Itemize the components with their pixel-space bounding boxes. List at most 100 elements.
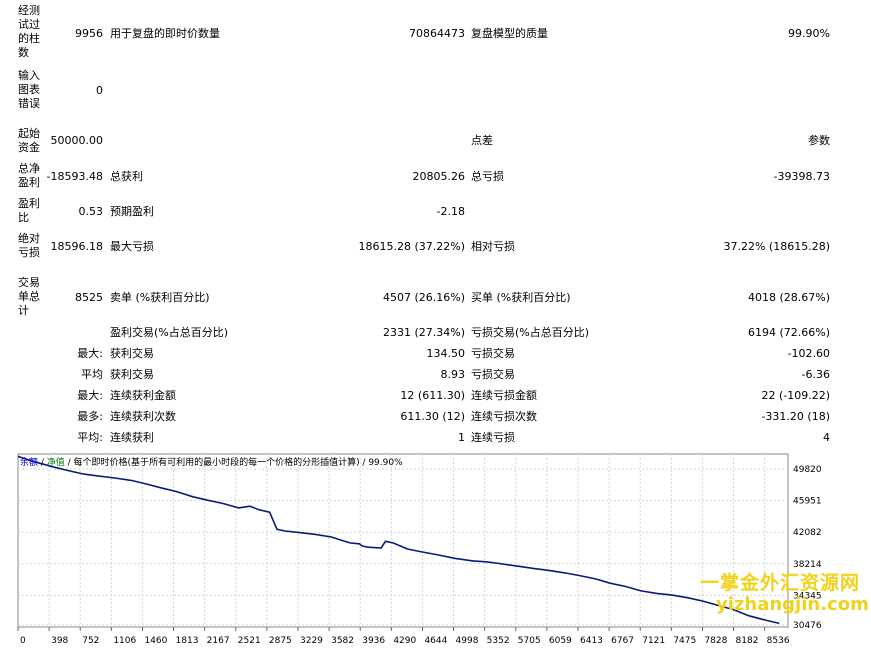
max-consec-losses-label: 连续亏损金额 [471, 389, 537, 402]
max-consec-losses-value: 22 (-109.22) [761, 389, 830, 402]
x-tick-label: 5705 [518, 636, 541, 646]
absolute-drawdown-label: 绝对亏损 [18, 232, 40, 259]
loss-trades-value: 6194 (72.66%) [747, 326, 830, 339]
quality-value: 99.90% [788, 27, 830, 40]
chart-svg: 0 398 752 1106 1460 1813 2167 2521 2875 3229 3582 3… [17, 453, 822, 646]
x-tick-label: 8182 [736, 636, 759, 646]
gross-profit-label: 总获利 [110, 170, 143, 183]
total-trades-value: 8525 [75, 291, 103, 304]
short-trades-value: 4507 (26.16%) [382, 291, 465, 304]
plot-area [17, 453, 789, 628]
x-tick-label: 2167 [207, 636, 230, 646]
expected-payoff-value: -2.18 [436, 205, 465, 218]
gross-loss-value: -39398.73 [773, 170, 830, 183]
x-tick-label: 7828 [704, 636, 727, 646]
x-tick-label: 1813 [176, 636, 199, 646]
long-trades-label: 买单 (%获利百分比) [471, 291, 571, 304]
long-trades-value: 4018 (28.67%) [747, 291, 830, 304]
x-tick-label: 752 [82, 636, 99, 646]
average-profit-label: 获利交易 [110, 368, 154, 381]
profit-trades-value: 2331 (27.34%) [382, 326, 465, 339]
x-tick-label: 5352 [487, 636, 510, 646]
profit-factor-label: 盈利比 [18, 197, 40, 224]
loss-trades-label: 亏损交易(%占总百分比) [471, 326, 590, 339]
spread-label: 点差 [471, 134, 493, 147]
y-tick-label: 30476 [793, 621, 822, 631]
x-tick-label: 3936 [362, 636, 385, 646]
chart-legend: 余额 / 净值 / 每个即时价格(基于所有可利用的最小时段的每一个价格的分形插值… [20, 455, 403, 468]
ticks-label: 用于复盘的即时价数量 [110, 27, 220, 40]
y-tick-label: 38214 [793, 560, 822, 570]
errors-value: 0 [96, 84, 103, 97]
profit-trades-label: 盈利交易(%占总百分比) [110, 326, 229, 339]
legend-balance: 余额 [20, 458, 39, 468]
balance-series-line [17, 455, 780, 625]
spread-value: 参数 [808, 134, 830, 147]
x-tick-label: 6413 [580, 636, 603, 646]
x-tick-label: 4290 [393, 636, 416, 646]
average-profit-value: 8.93 [440, 368, 466, 381]
x-tick-label: 398 [51, 636, 68, 646]
x-tick-label: 3582 [331, 636, 354, 646]
short-trades-label: 卖单 (%获利百分比) [110, 291, 210, 304]
max-consec-wins-value: 12 (611.30) [400, 389, 465, 402]
watermark-url: yizhangjin.com [716, 594, 869, 615]
watermark-text: 一掌金外汇资源网 [700, 572, 861, 594]
bars-label: 经测试过的柱数 [18, 4, 40, 59]
x-tick-label: 4998 [456, 636, 479, 646]
max-consec-loss-value: -331.20 (18) [761, 410, 830, 423]
largest-loss-value: -102.60 [787, 347, 830, 360]
maximal-prefix: 最多: [77, 410, 103, 423]
average-consecutive-prefix: 平均: [77, 431, 103, 444]
expected-payoff-label: 预期盈利 [110, 205, 154, 218]
x-tick-label: 4644 [424, 636, 447, 646]
legend-separator: / [38, 458, 47, 468]
deposit-value: 50000.00 [50, 134, 104, 147]
largest-profit-label: 获利交易 [110, 347, 154, 360]
y-tick-label: 45951 [793, 497, 822, 507]
profit-factor-value: 0.53 [78, 205, 104, 218]
max-consec-profit-value: 611.30 (12) [400, 410, 465, 423]
deposit-label: 起始资金 [18, 127, 40, 154]
errors-label: 输入图表错误 [18, 69, 40, 110]
x-tick-label: 1106 [113, 636, 136, 646]
x-tick-label: 8536 [767, 636, 790, 646]
x-tick-label: 6767 [611, 636, 634, 646]
avg-consec-losses-value: 4 [823, 431, 830, 444]
max-consec-wins-label: 连续获利金额 [110, 389, 176, 402]
legend-equity: 净值 [46, 458, 65, 468]
avg-consec-wins-label: 连续获利 [110, 431, 154, 444]
max-drawdown-value: 18615.28 (37.22%) [358, 240, 465, 253]
x-tick-label: 7121 [642, 636, 665, 646]
legend-description: / 每个即时价格(基于所有可利用的最小时段的每一个价格的分形插值计算) / 99… [64, 458, 403, 468]
x-tick-label: 2875 [269, 636, 292, 646]
balance-chart: 0 398 752 1106 1460 1813 2167 2521 2875 3229 3582 3… [16, 453, 856, 652]
relative-drawdown-label: 相对亏损 [471, 240, 515, 253]
gross-loss-label: 总亏损 [471, 170, 504, 183]
average-prefix: 平均 [81, 368, 103, 381]
x-tick-label: 6059 [549, 636, 572, 646]
x-tick-label: 7475 [673, 636, 696, 646]
total-trades-label: 交易单总计 [18, 276, 40, 317]
x-tick-label: 0 [20, 636, 26, 646]
absolute-drawdown-value: 18596.18 [50, 240, 104, 253]
average-loss-label: 亏损交易 [471, 368, 515, 381]
x-tick-label: 2521 [238, 636, 261, 646]
max-consecutive-prefix: 最大: [77, 389, 103, 402]
largest-prefix: 最大: [77, 347, 103, 360]
net-profit-value: -18593.48 [46, 170, 103, 183]
max-consec-profit-label: 连续获利次数 [110, 410, 176, 423]
max-consec-loss-label: 连续亏损次数 [471, 410, 537, 423]
largest-loss-label: 亏损交易 [471, 347, 515, 360]
net-profit-label: 总净盈利 [18, 162, 40, 189]
x-tick-label: 3229 [300, 636, 323, 646]
y-tick-label: 42082 [793, 528, 822, 538]
y-tick-label: 34345 [793, 591, 822, 601]
avg-consec-losses-label: 连续亏损 [471, 431, 515, 444]
max-drawdown-label: 最大亏损 [110, 240, 154, 253]
relative-drawdown-value: 37.22% (18615.28) [723, 240, 830, 253]
quality-label: 复盘模型的质量 [471, 27, 548, 40]
largest-profit-value: 134.50 [426, 347, 466, 360]
y-tick-label: 49820 [793, 465, 822, 475]
bars-value: 9956 [75, 27, 103, 40]
